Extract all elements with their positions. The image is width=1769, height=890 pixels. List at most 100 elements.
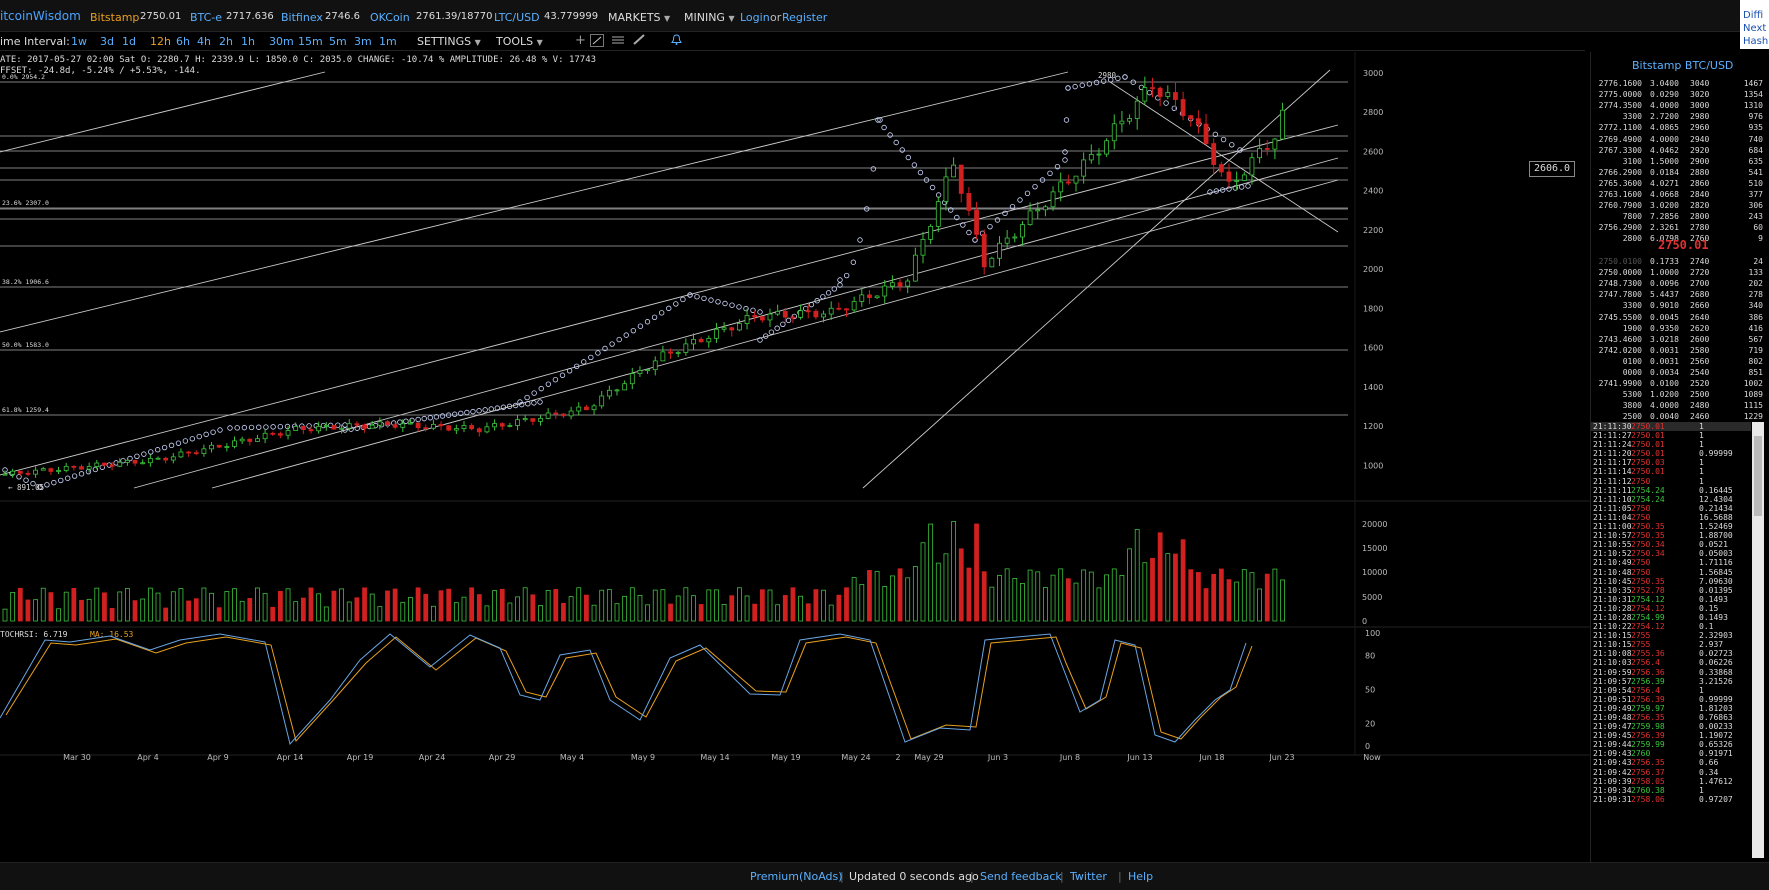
orderbook-bid-row[interactable]: 2743.4600 3.0218 2600 567 [1590,335,1763,346]
crosshair-icon[interactable]: + [575,33,586,48]
trade-row[interactable]: 21:09:59 2756.36 0.33868 [1591,668,1751,677]
trade-row[interactable]: 21:11:14 2750.01 1 [1591,467,1751,476]
orderbook-bid-row[interactable]: 2750.0100 0.1733 2740 24 [1590,257,1763,268]
trade-row[interactable]: 21:09:44 2759.99 0.65326 [1591,740,1751,749]
orderbook-bid-row[interactable]: 2750.0000 1.0000 2720 133 [1590,268,1763,279]
trade-row[interactable]: 21:09:49 2759.97 1.81203 [1591,704,1751,713]
interval-6h[interactable]: 6h [176,35,190,48]
help-link[interactable]: Help [1128,870,1154,883]
interval-5m[interactable]: 5m [329,35,347,48]
trade-row[interactable]: 21:11:30 2750.01 1 [1591,422,1751,432]
trade-row[interactable]: 21:10:57 2750.35 1.88700 [1591,531,1751,540]
orderbook-ask-row[interactable]: 2756.2900 2.3261 2780 60 [1590,223,1763,234]
trade-row[interactable]: 21:09:47 2759.98 0.00233 [1591,722,1751,731]
site-logo[interactable]: itcoinWisdom [0,9,81,23]
orderbook-bid-row[interactable]: 2742.0200 0.0031 2580 719 [1590,346,1763,357]
ticker-btce[interactable]: BTC-e [190,11,223,24]
trade-row[interactable]: 21:10:31 2754.12 0.1493 [1591,595,1751,604]
price-chart[interactable]: 0.0% 2954.2 23.6% 2307.0 38.2% 1906.6 50.0%… [0,52,1590,862]
trade-row[interactable]: 21:09:51 2756.39 0.99999 [1591,695,1751,704]
orderbook-ask-row[interactable]: 2775.0000 0.0290 3020 1354 [1590,90,1763,101]
horizontal-lines-icon[interactable] [612,35,624,48]
trade-row[interactable]: 21:09:43 2756.35 0.66 [1591,758,1751,767]
scrollbar-thumb[interactable] [1754,436,1762,516]
trade-row[interactable]: 21:09:42 2756.37 0.34 [1591,768,1751,777]
interval-1w[interactable]: 1w [71,35,87,48]
mining-menu[interactable]: MINING ▼ [684,11,735,24]
trade-row[interactable]: 21:10:55 2750.34 0.0521 [1591,540,1751,549]
orderbook-ask-row[interactable]: 2765.3600 4.0271 2860 510 [1590,179,1763,190]
trade-row[interactable]: 21:09:45 2756.39 1.19072 [1591,731,1751,740]
trade-row[interactable]: 21:09:48 2756.35 0.76863 [1591,713,1751,722]
trade-history[interactable]: 21:11:30 2750.01 1 21:11:27 2750.01 1 21:11:24… [1591,422,1751,858]
trade-row[interactable]: 21:10:28 2754.99 0.1493 [1591,613,1751,622]
trade-row[interactable]: 21:11:04 2750 16.5688 [1591,513,1751,522]
orderbook-ask-row[interactable]: 2774.3500 4.0000 3000 1310 [1590,101,1763,112]
markets-menu[interactable]: MARKETS ▼ [608,11,670,24]
trade-row[interactable]: 21:10:35 2752.78 0.01395 [1591,586,1751,595]
send-feedback-link[interactable]: Send feedback [980,870,1062,883]
orderbook-ask-row[interactable]: 2800 6.0798 2760 9 [1590,234,1763,245]
trade-row[interactable]: 21:10:15 2755 2.937 [1591,640,1751,649]
tools-button[interactable]: TOOLS ▼ [496,35,543,48]
orderbook-bid-row[interactable]: 2747.7800 5.4437 2680 278 [1590,290,1763,301]
interval-3d[interactable]: 3d [100,35,114,48]
orderbook-ask-row[interactable]: 3300 2.7200 2980 976 [1590,112,1763,123]
ticker-bitstamp[interactable]: Bitstamp [90,11,140,24]
orderbook-bid-row[interactable]: 2741.9900 0.0100 2520 1002 [1590,379,1763,390]
trade-row[interactable]: 21:09:43 2760 0.91971 [1591,749,1751,758]
orderbook-ask-row[interactable]: 2760.7900 3.0200 2820 306 [1590,201,1763,212]
twitter-link[interactable]: Twitter [1070,870,1107,883]
orderbook-bid-row[interactable]: 3800 4.0000 2480 1115 [1590,401,1763,412]
register-link[interactable]: Register [782,11,828,24]
orderbook-ask-row[interactable]: 2763.1600 4.0668 2840 377 [1590,190,1763,201]
difficulty-link[interactable]: Diffi [1743,10,1764,21]
trade-row[interactable]: 21:11:27 2750.01 1 [1591,431,1751,440]
orderbook-bid-row[interactable]: 2500 0.0040 2460 1229 [1590,412,1763,423]
trade-row[interactable]: 21:11:05 2750 0.21434 [1591,504,1751,513]
trade-row[interactable]: 21:09:39 2758.05 1.47612 [1591,777,1751,786]
trade-row[interactable]: 21:10:52 2750.34 0.05003 [1591,549,1751,558]
ticker-ltcusd[interactable]: LTC/USD [494,11,540,24]
interval-15m[interactable]: 15m [298,35,323,48]
orderbook-bid-row[interactable]: 3300 0.9010 2660 340 [1590,301,1763,312]
trade-row[interactable]: 21:10:28 2754.12 0.15 [1591,604,1751,613]
trade-row[interactable]: 21:11:20 2750.01 0.99999 [1591,449,1751,458]
next-link[interactable]: Next [1743,23,1767,34]
trade-row[interactable]: 21:11:24 2750.01 1 [1591,440,1751,449]
bell-icon[interactable] [671,34,682,48]
trade-row[interactable]: 21:11:12 2750 1 [1591,477,1751,486]
trade-row[interactable]: 21:10:08 2755.36 0.02723 [1591,649,1751,658]
trade-row[interactable]: 21:09:54 2756.4 1 [1591,686,1751,695]
orderbook-ask-row[interactable]: 2766.2900 0.0184 2880 541 [1590,168,1763,179]
settings-button[interactable]: SETTINGS ▼ [417,35,481,48]
line-draw-icon[interactable] [590,34,604,50]
trade-row[interactable]: 21:11:17 2750.03 1 [1591,458,1751,467]
ticker-bitfinex[interactable]: Bitfinex [281,11,323,24]
trade-row[interactable]: 21:10:45 2750.35 7.09630 [1591,577,1751,586]
trade-history-scrollbar[interactable] [1752,422,1764,858]
login-link[interactable]: Login [740,11,770,24]
orderbook-bid-row[interactable]: 0100 0.0031 2560 802 [1590,357,1763,368]
trade-row[interactable]: 21:09:57 2756.39 3.21526 [1591,677,1751,686]
orderbook-bid-row[interactable]: 2745.5500 0.0045 2640 386 [1590,313,1763,324]
interval-4h[interactable]: 4h [197,35,211,48]
trade-row[interactable]: 21:09:31 2758.06 0.97207 [1591,795,1751,804]
pen-icon[interactable] [633,34,645,48]
interval-30m[interactable]: 30m [269,35,294,48]
trade-row[interactable]: 21:10:48 2750 1.56845 [1591,568,1751,577]
trade-row[interactable]: 21:10:03 2756.4 0.06226 [1591,658,1751,667]
orderbook-ask-row[interactable]: 2772.1100 4.0865 2960 935 [1590,123,1763,134]
interval-2h[interactable]: 2h [219,35,233,48]
hashrate-link[interactable]: Hash [1743,36,1769,47]
premium-link[interactable]: Premium(NoAds) [750,870,843,883]
orderbook-ask-row[interactable]: 2767.3300 4.0462 2920 684 [1590,146,1763,157]
orderbook-bid-row[interactable]: 2748.7300 0.0096 2700 202 [1590,279,1763,290]
trade-row[interactable]: 21:11:10 2754.24 12.4304 [1591,495,1751,504]
orderbook-bid-row[interactable]: 0000 0.0034 2540 851 [1590,368,1763,379]
orderbook-ask-row[interactable]: 2769.4900 4.0000 2940 740 [1590,135,1763,146]
orderbook-ask-row[interactable]: 7800 7.2856 2800 243 [1590,212,1763,223]
orderbook-ask-row[interactable]: 3100 1.5000 2900 635 [1590,157,1763,168]
trade-row[interactable]: 21:10:22 2754.12 0.1 [1591,622,1751,631]
interval-12h[interactable]: 12h [150,35,171,48]
